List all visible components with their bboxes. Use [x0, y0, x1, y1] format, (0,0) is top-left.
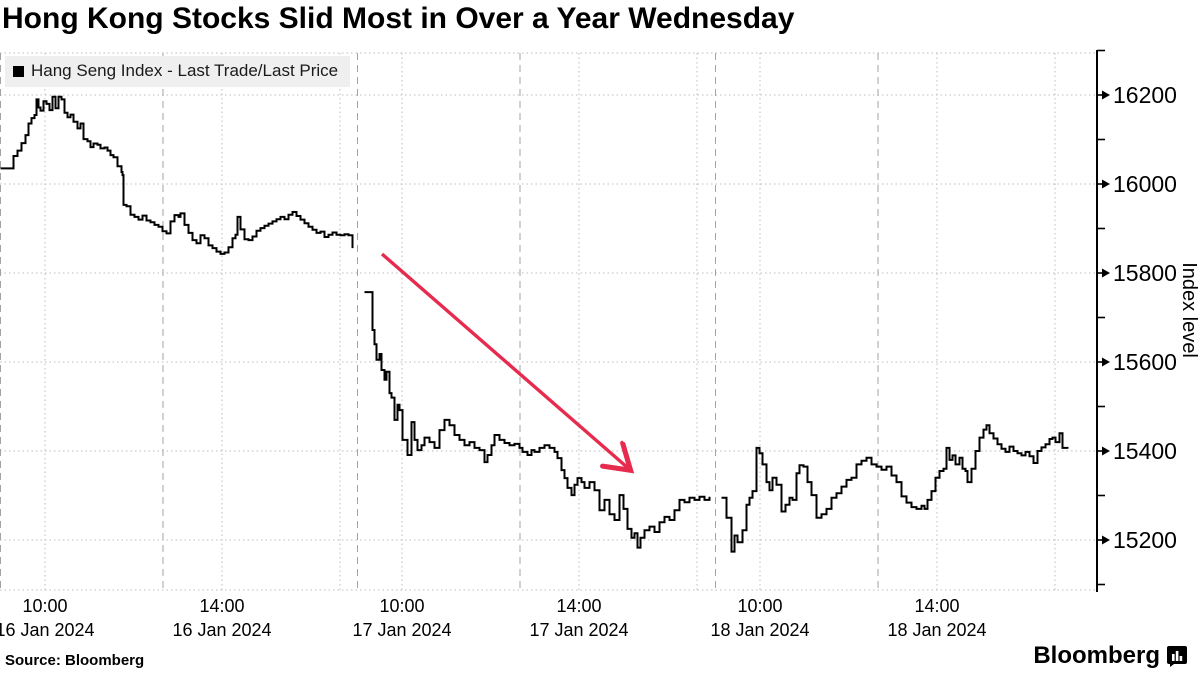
svg-text:15600: 15600: [1113, 349, 1177, 375]
gridlines: [0, 52, 1097, 591]
svg-text:18 Jan 2024: 18 Jan 2024: [887, 620, 986, 640]
x-axis-labels: 10:00 16 Jan 2024 14:00 16 Jan 2024 10:00 17 …: [0, 596, 987, 640]
legend-swatch-icon: [13, 65, 24, 77]
svg-text:15400: 15400: [1113, 438, 1177, 464]
svg-text:15800: 15800: [1113, 260, 1177, 286]
svg-text:16 Jan 2024: 16 Jan 2024: [172, 620, 271, 640]
svg-text:16 Jan 2024: 16 Jan 2024: [0, 620, 95, 640]
svg-text:16000: 16000: [1113, 171, 1177, 197]
decline-arrow-annotation: [380, 252, 628, 468]
svg-text:10:00: 10:00: [737, 596, 782, 616]
svg-text:14:00: 14:00: [914, 596, 959, 616]
svg-text:14:00: 14:00: [556, 596, 601, 616]
svg-text:14:00: 14:00: [199, 596, 244, 616]
price-line-hang-seng: [0, 95, 1069, 553]
legend: Hang Seng Index - Last Trade/Last Price: [5, 56, 351, 87]
legend-label: Hang Seng Index - Last Trade/Last Price: [31, 61, 339, 80]
bloomberg-logo: Bloomberg: [1033, 642, 1188, 670]
y-axis: 15200 15400 15600 15800 16000 16200 Index leve…: [1096, 49, 1200, 592]
svg-text:17 Jan 2024: 17 Jan 2024: [529, 620, 628, 640]
svg-text:16200: 16200: [1113, 82, 1177, 108]
y-axis-title: Index level: [1178, 262, 1200, 358]
svg-text:15200: 15200: [1113, 527, 1177, 553]
svg-text:17 Jan 2024: 17 Jan 2024: [352, 620, 451, 640]
svg-text:10:00: 10:00: [379, 596, 424, 616]
svg-text:18 Jan 2024: 18 Jan 2024: [710, 620, 809, 640]
bloomberg-wordmark: Bloomberg: [1033, 642, 1160, 669]
source-note: Source: Bloomberg: [5, 652, 145, 669]
svg-text:10:00: 10:00: [22, 596, 67, 616]
bloomberg-terminal-icon: [1167, 646, 1187, 667]
chart-title: Hong Kong Stocks Slid Most in Over a Yea…: [2, 2, 795, 35]
